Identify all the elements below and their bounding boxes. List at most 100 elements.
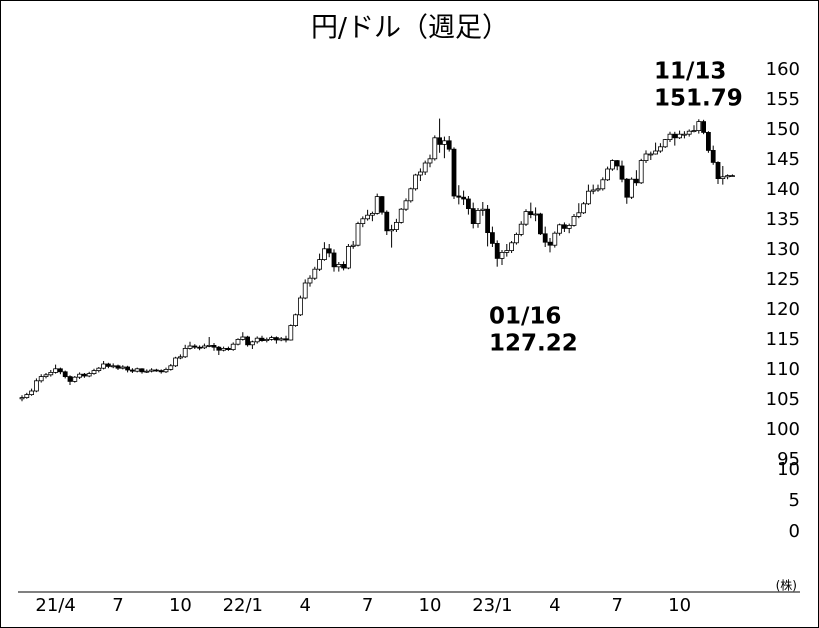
candle-body — [494, 242, 500, 259]
candle-body — [691, 130, 697, 133]
candle-body — [533, 213, 538, 216]
candle-body — [48, 371, 54, 376]
candle-body — [465, 198, 471, 209]
candle-body — [605, 168, 610, 181]
candle-body — [144, 370, 150, 373]
candle-body — [115, 365, 121, 369]
candle-body — [317, 259, 323, 270]
candle-body — [297, 297, 303, 316]
candle-body — [538, 213, 543, 235]
candle-body — [379, 196, 385, 213]
candle-body — [393, 221, 399, 230]
candle-body — [58, 368, 63, 373]
candle-body — [499, 251, 505, 259]
candle-body — [662, 139, 668, 148]
candle-body — [326, 248, 332, 254]
candle-body — [586, 190, 591, 205]
candle-body — [706, 131, 711, 151]
candle-body — [374, 196, 380, 214]
candle-body — [725, 175, 730, 178]
candle-body — [715, 161, 721, 179]
candle-body — [562, 224, 567, 229]
candle-body — [384, 211, 390, 232]
candle-body — [427, 158, 433, 164]
y-tick-label: 95 — [777, 449, 800, 470]
candle-body — [629, 178, 634, 198]
candle-body — [456, 195, 462, 198]
lower-tick-label: 0 — [789, 521, 800, 542]
candle-body — [417, 171, 423, 176]
lower-tick-label: 5 — [789, 490, 800, 511]
candle-body — [264, 338, 270, 341]
candle-body — [720, 176, 726, 180]
candle-body — [350, 244, 356, 247]
candle-body — [389, 229, 395, 232]
candle-body — [451, 148, 457, 197]
candle-body — [29, 390, 35, 395]
candle-body — [77, 373, 82, 378]
candle-body — [187, 345, 193, 349]
candle-body — [125, 366, 130, 371]
candle-body — [581, 203, 586, 214]
candle-body — [365, 214, 371, 220]
candle-body — [408, 188, 414, 202]
candle-body — [619, 165, 625, 180]
candle-body — [245, 336, 251, 346]
candle-body — [523, 211, 529, 225]
candle-body — [34, 380, 39, 392]
candle-body — [509, 242, 515, 252]
candle-body — [360, 218, 366, 225]
chart-title: 円/ドル（週足） — [311, 13, 509, 44]
candle-body — [413, 174, 419, 190]
x-tick-label: 7 — [611, 595, 622, 616]
candle-body — [446, 140, 452, 150]
unit-label: (株) — [776, 578, 797, 593]
candle-body — [331, 252, 337, 268]
candle-body — [590, 189, 596, 192]
candle-body — [230, 343, 236, 351]
candle-body — [398, 208, 404, 223]
candle-body — [480, 208, 486, 211]
x-tick-label: 10 — [668, 595, 691, 616]
candle-body — [566, 224, 572, 229]
candle-body — [441, 140, 447, 145]
candle-body — [201, 345, 207, 349]
candle-body — [576, 212, 582, 217]
candle-body — [302, 282, 308, 299]
candle-body — [43, 374, 49, 377]
candle-body — [730, 175, 735, 178]
candle-body — [600, 179, 606, 190]
candle-body — [82, 373, 87, 377]
candle-body — [24, 394, 30, 399]
candle-body — [422, 162, 428, 173]
candle-body — [643, 153, 649, 161]
candle-body — [120, 366, 126, 369]
y-tick-label: 105 — [766, 389, 800, 410]
candle-body — [72, 376, 78, 382]
candle-body — [610, 160, 615, 170]
candle-body — [489, 232, 495, 244]
candle-body — [614, 160, 620, 167]
candle-body — [701, 121, 706, 133]
x-tick-label: 4 — [299, 595, 310, 616]
candle-body — [485, 208, 491, 233]
candle-body — [547, 241, 553, 246]
candle-body — [321, 248, 327, 261]
candle-body — [571, 215, 577, 226]
candle-body — [682, 133, 687, 136]
candle-body — [216, 346, 222, 351]
candle-body — [369, 212, 375, 216]
candle-body — [96, 367, 102, 372]
candle-body — [163, 368, 169, 373]
candle-body — [312, 268, 318, 279]
candle-body — [677, 133, 682, 139]
x-tick-label: 7 — [112, 595, 123, 616]
candle-body — [638, 160, 644, 184]
candle-body — [514, 233, 519, 244]
candle-body — [153, 369, 159, 372]
candle-body — [197, 346, 203, 349]
candle-body — [254, 337, 260, 343]
candle-body — [634, 178, 639, 184]
